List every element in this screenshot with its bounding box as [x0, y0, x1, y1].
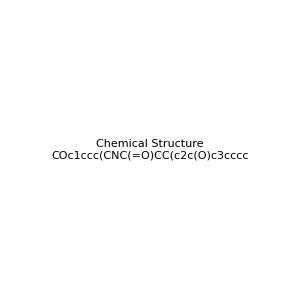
Text: Chemical Structure
COc1ccc(CNC(=O)CC(c2c(O)c3cccc: Chemical Structure COc1ccc(CNC(=O)CC(c2c… — [51, 139, 249, 161]
